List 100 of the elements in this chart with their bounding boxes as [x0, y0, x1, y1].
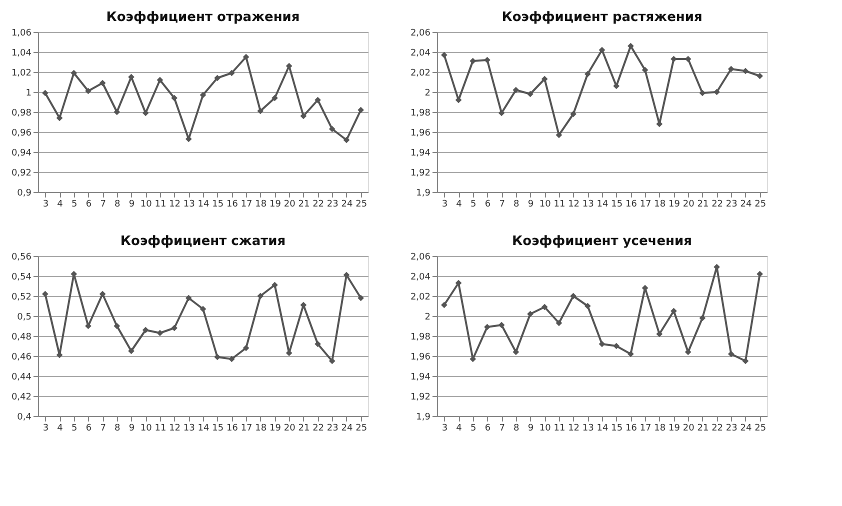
point: [742, 68, 749, 74]
point: [642, 66, 648, 74]
x-tick-label: 8: [114, 200, 121, 210]
x-tick-label: 12: [568, 200, 580, 210]
x-tick-label: 12: [568, 424, 580, 434]
y-tick-label: 2,04: [410, 272, 431, 282]
point: [699, 90, 706, 96]
x-tick-label: 10: [140, 424, 152, 434]
point: [42, 90, 48, 96]
chart-title: Коэффициент растяжения: [502, 10, 702, 25]
point: [527, 310, 534, 318]
x-tick-label: 11: [554, 424, 566, 434]
point: [300, 112, 307, 120]
point: [42, 290, 48, 298]
x-tick-label: 18: [654, 424, 666, 434]
point: [85, 88, 92, 94]
point: [214, 74, 221, 82]
y-tick-label: 1,98: [410, 332, 431, 342]
x-tick-label: 16: [625, 200, 638, 210]
y-tick-label: 2,06: [410, 28, 431, 38]
y-tick-label: 0,56: [11, 252, 32, 262]
x-tick-label: 23: [726, 200, 738, 210]
point: [512, 348, 520, 356]
y-tick-label: 1: [26, 88, 32, 98]
x-tick-label: 24: [740, 200, 752, 210]
x-tick-label: 7: [100, 424, 106, 434]
x-tick-label: 19: [668, 200, 680, 210]
point: [556, 320, 562, 326]
x-tick-label: 3: [442, 200, 448, 210]
point: [358, 106, 364, 114]
y-tick-label: 0,4: [17, 412, 32, 422]
x-tick-label: 22: [712, 424, 724, 434]
x-tick-label: 15: [212, 424, 224, 434]
x-tick-label: 11: [554, 200, 566, 210]
point: [358, 294, 364, 302]
point: [314, 96, 321, 104]
x-tick-label: 16: [226, 200, 238, 210]
x-tick-label: 13: [183, 200, 195, 210]
x-tick-label: 14: [596, 424, 608, 434]
x-tick-label: 13: [582, 424, 594, 434]
y-tick-label: 1,96: [410, 352, 431, 362]
point: [441, 302, 448, 308]
y-tick-label: 1,9: [416, 412, 431, 422]
point: [728, 66, 734, 72]
y-tick-label: 1,94: [410, 148, 431, 158]
y-tick-label: 1,04: [11, 48, 32, 58]
y-tick-label: 0,92: [11, 168, 32, 178]
point: [99, 290, 106, 298]
point: [598, 340, 606, 348]
x-tick-label: 19: [270, 424, 282, 434]
y-tick-label: 0,54: [11, 272, 32, 282]
x-tick-label: 6: [484, 424, 491, 434]
y-tick-label: 0,5: [17, 312, 32, 322]
point: [527, 90, 534, 98]
x-tick-label: 20: [284, 424, 296, 434]
point: [570, 110, 576, 118]
x-tick-label: 15: [611, 424, 623, 434]
point: [142, 110, 149, 116]
y-tick-label: 1,94: [410, 372, 431, 382]
point: [228, 356, 235, 362]
x-tick-label: 11: [154, 424, 166, 434]
x-tick-label: 23: [326, 200, 338, 210]
point: [714, 88, 720, 96]
x-tick-label: 23: [726, 424, 738, 434]
point: [756, 270, 763, 278]
y-tick-label: 0,44: [11, 372, 32, 382]
point: [99, 80, 106, 86]
point: [128, 348, 134, 354]
x-tick-label: 6: [484, 200, 491, 210]
x-tick-label: 21: [697, 424, 709, 434]
x-tick-label: 15: [611, 200, 623, 210]
y-tick-label: 2,02: [410, 292, 430, 302]
x-tick-label: 25: [754, 200, 766, 210]
y-tick-label: 0,98: [11, 108, 32, 118]
x-tick-label: 19: [270, 200, 282, 210]
y-tick-label: 2: [424, 312, 430, 322]
x-tick-label: 14: [596, 200, 608, 210]
point: [728, 350, 734, 358]
point: [541, 304, 548, 310]
point: [498, 322, 505, 328]
x-tick-label: 6: [86, 200, 92, 210]
x-tick-label: 21: [298, 200, 310, 210]
x-tick-label: 11: [154, 200, 166, 210]
point: [257, 108, 264, 114]
point: [613, 82, 620, 90]
x-tick-label: 5: [470, 200, 476, 210]
x-tick-label: 5: [470, 424, 476, 434]
y-tick-label: 0,96: [11, 128, 32, 138]
x-tick-label: 10: [539, 424, 552, 434]
y-tick-label: 0,48: [11, 332, 32, 342]
x-tick-label: 12: [169, 200, 181, 210]
point: [328, 358, 336, 364]
point: [185, 294, 192, 302]
point: [742, 358, 749, 364]
x-tick-label: 7: [499, 424, 505, 434]
point: [670, 56, 677, 62]
point: [498, 110, 505, 116]
x-tick-label: 18: [255, 200, 267, 210]
point: [242, 54, 250, 60]
point: [556, 132, 562, 138]
